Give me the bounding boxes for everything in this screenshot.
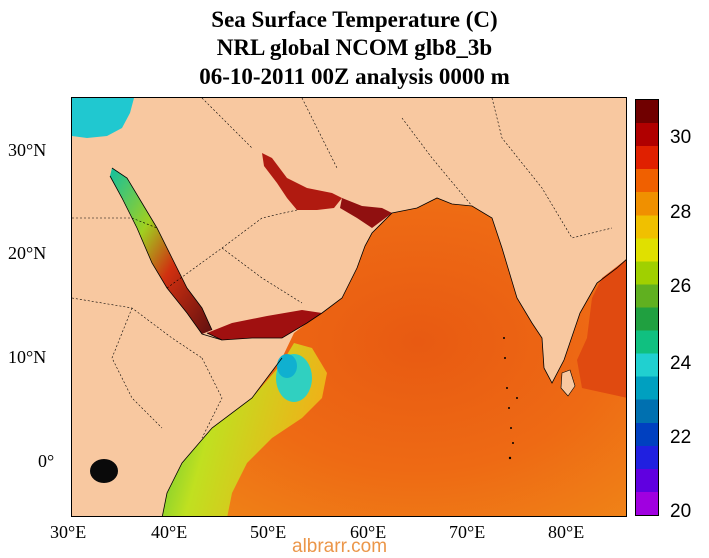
persian-gulf: [262, 153, 342, 210]
sst-map: [71, 97, 627, 517]
lon-label-40e: 40°E: [151, 522, 188, 542]
lat-label-10n: 10°N: [8, 347, 47, 367]
lon-label-50e: 50°E: [250, 522, 287, 542]
lat-label-0: 0°: [38, 451, 55, 471]
lon-label-60e: 60°E: [350, 522, 387, 542]
mediterranean: [72, 98, 134, 138]
colorbar-label-28: 28: [670, 202, 692, 223]
country-borders: [72, 98, 613, 439]
red-sea: [110, 168, 212, 334]
title-model: NRL global NCOM glb8_3b: [216, 35, 493, 60]
lon-label-80e: 80°E: [548, 522, 585, 542]
colorbar-label-26: 26: [670, 276, 692, 297]
gulf-of-aden: [207, 310, 322, 340]
coastlines: [109, 167, 626, 516]
watermark: albrarr.com: [292, 536, 388, 557]
colorbar-label-30: 30: [670, 127, 692, 148]
title-date-depth: 06-10-2011 00Z analysis 0000 m: [199, 64, 510, 89]
lake-victoria: [90, 459, 118, 483]
colorbar-label-20: 20: [670, 501, 692, 522]
cold-eddy-core: [277, 354, 297, 378]
lat-label-20n: 20°N: [8, 243, 47, 263]
lon-label-70e: 70°E: [449, 522, 486, 542]
colorbar: [635, 99, 659, 516]
map-canvas: [72, 98, 626, 516]
gulf-of-oman: [340, 198, 392, 228]
title-variable: Sea Surface Temperature (C): [211, 7, 498, 32]
lat-label-30n: 30°N: [8, 140, 47, 160]
lon-label-30e: 30°E: [50, 522, 87, 542]
sri-lanka: [560, 369, 576, 397]
colorbar-label-22: 22: [670, 427, 692, 448]
island-chain: [503, 337, 518, 460]
arabian-sea: [162, 198, 626, 516]
colorbar-label-24: 24: [670, 353, 692, 374]
bay-of-bengal: [577, 259, 626, 398]
